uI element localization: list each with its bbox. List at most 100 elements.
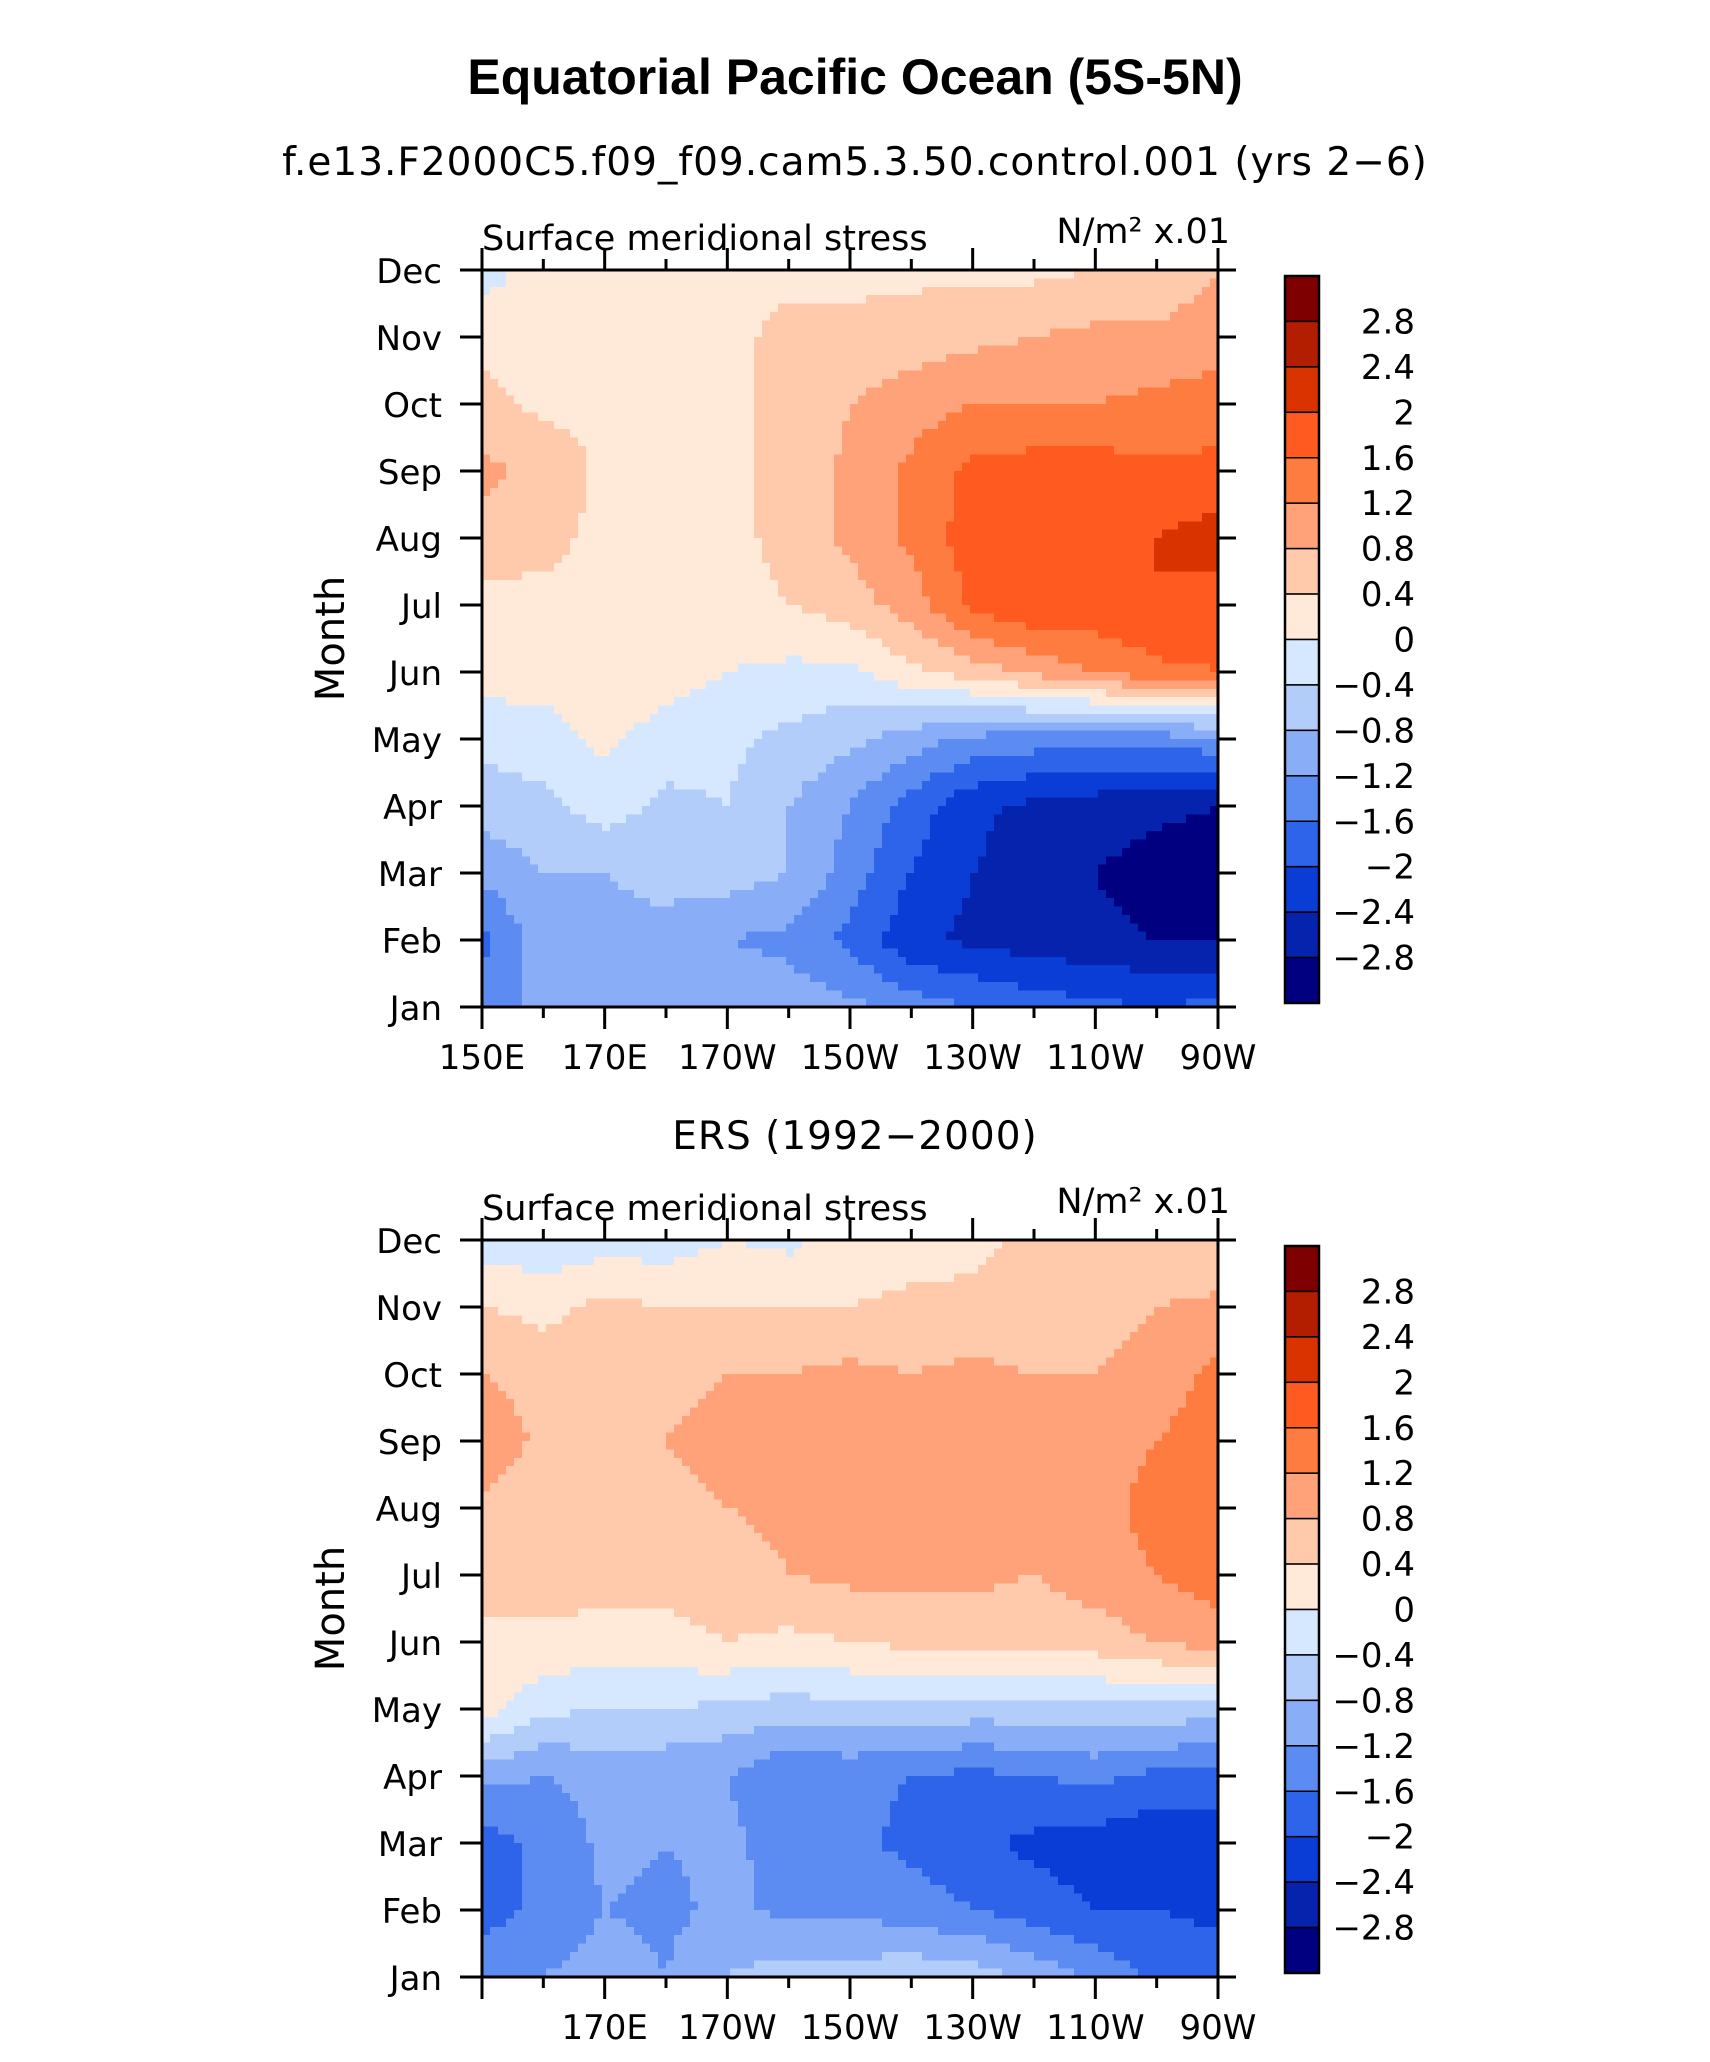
heatmap-cell: [570, 546, 579, 556]
heatmap-cell: [1138, 705, 1147, 715]
heatmap-cell: [1042, 680, 1051, 690]
heatmap-cell: [954, 621, 963, 631]
heatmap-cell: [522, 613, 531, 623]
heatmap-cell: [810, 579, 819, 589]
heatmap-cell: [522, 320, 531, 330]
heatmap-cell: [514, 404, 523, 413]
heatmap-cell: [898, 705, 907, 715]
heatmap-cell: [778, 337, 787, 346]
heatmap-cell: [1066, 395, 1075, 405]
heatmap-cell: [1130, 554, 1139, 564]
heatmap-cell: [1002, 563, 1011, 573]
heatmap-cell: [1122, 345, 1131, 355]
heatmap-cell: [554, 387, 563, 397]
heatmap-cell: [714, 471, 723, 480]
heatmap-cell: [1186, 320, 1195, 330]
heatmap-cell: [1146, 328, 1155, 338]
heatmap-cell: [762, 362, 771, 372]
heatmap-cell: [946, 596, 955, 606]
heatmap-cell: [1074, 605, 1083, 614]
heatmap-cell: [506, 479, 515, 489]
heatmap-cell: [1170, 529, 1179, 539]
heatmap-cell: [530, 445, 539, 455]
heatmap-cell: [922, 337, 931, 346]
heatmap-cell: [962, 286, 971, 296]
heatmap-cell: [746, 286, 755, 296]
heatmap-cell: [1194, 270, 1203, 279]
heatmap-cell: [786, 270, 795, 279]
heatmap-cell: [818, 479, 827, 489]
heatmap-cell: [1114, 311, 1123, 321]
heatmap-cell: [1122, 630, 1131, 640]
heatmap-cell: [858, 521, 867, 531]
heatmap-cell: [1026, 630, 1035, 640]
heatmap-cell: [546, 713, 555, 723]
heatmap-cell: [490, 353, 499, 363]
heatmap-cell: [626, 395, 635, 405]
heatmap-cell: [946, 512, 955, 522]
heatmap-cell: [738, 337, 747, 346]
heatmap-cell: [754, 311, 763, 321]
heatmap-cell: [538, 286, 547, 296]
heatmap-cell: [1058, 328, 1067, 338]
heatmap-cell: [1114, 286, 1123, 296]
heatmap-cell: [1130, 546, 1139, 556]
heatmap-cell: [674, 387, 683, 397]
heatmap-cell: [490, 613, 499, 623]
heatmap-cell: [570, 646, 579, 656]
heatmap-cell: [1082, 596, 1091, 606]
heatmap-cell: [946, 420, 955, 430]
heatmap-cell: [514, 538, 523, 547]
heatmap-cell: [1058, 462, 1067, 472]
heatmap-cell: [1122, 378, 1131, 388]
heatmap-cell: [762, 345, 771, 355]
heatmap-cell: [770, 613, 779, 623]
heatmap-cell: [650, 462, 659, 472]
heatmap-cell: [1082, 404, 1091, 413]
heatmap-cell: [794, 311, 803, 321]
heatmap-cell: [722, 420, 731, 430]
heatmap-cell: [1082, 713, 1091, 723]
heatmap-cell: [794, 429, 803, 439]
heatmap-cell: [1090, 412, 1099, 422]
heatmap-cell: [1210, 630, 1219, 640]
heatmap-cell: [1018, 445, 1027, 455]
heatmap-cell: [570, 420, 579, 430]
heatmap-cell: [874, 471, 883, 480]
heatmap-cell: [570, 471, 579, 480]
heatmap-cell: [634, 479, 643, 489]
heatmap-cell: [682, 504, 691, 514]
heatmap-cell: [898, 672, 907, 681]
heatmap-cell: [578, 655, 587, 665]
heatmap-cell: [866, 387, 875, 397]
heatmap-cell: [1170, 479, 1179, 489]
heatmap-cell: [978, 655, 987, 665]
heatmap-cell: [570, 688, 579, 698]
heatmap-cell: [706, 278, 715, 288]
heatmap-cell: [498, 353, 507, 363]
heatmap-cell: [1186, 521, 1195, 531]
heatmap-cell: [1010, 303, 1019, 313]
heatmap-cell: [962, 303, 971, 313]
heatmap-cell: [1154, 362, 1163, 372]
heatmap-cell: [938, 471, 947, 480]
heatmap-cell: [682, 646, 691, 656]
heatmap-cell: [858, 429, 867, 439]
heatmap-cell: [722, 663, 731, 673]
heatmap-cell: [994, 588, 1003, 598]
heatmap-cell: [994, 345, 1003, 355]
heatmap-cell: [618, 621, 627, 631]
heatmap-cell: [786, 387, 795, 397]
heatmap-cell: [1178, 713, 1187, 723]
heatmap-cell: [538, 563, 547, 573]
heatmap-cell: [1186, 646, 1195, 656]
heatmap-cell: [626, 722, 635, 732]
heatmap-cell: [1090, 286, 1099, 296]
heatmap-cell: [682, 387, 691, 397]
heatmap-cell: [738, 412, 747, 422]
heatmap-cell: [674, 404, 683, 413]
heatmap-cell: [786, 345, 795, 355]
heatmap-cell: [482, 563, 491, 573]
heatmap-cell: [714, 638, 723, 648]
heatmap-cell: [586, 387, 595, 397]
